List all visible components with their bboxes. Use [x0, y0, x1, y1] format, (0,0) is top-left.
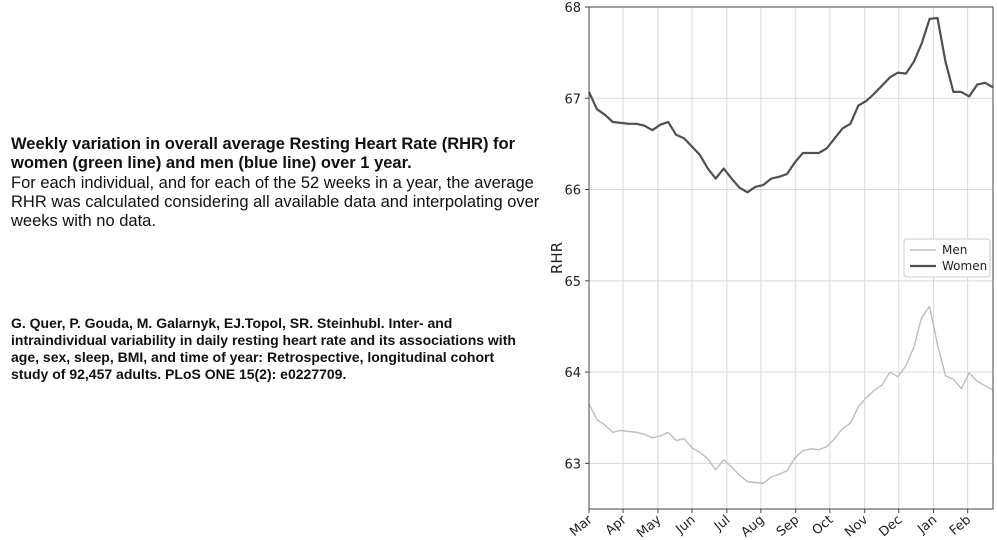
x-tick-label: Dec: [876, 513, 905, 540]
series-line-men: [588, 305, 994, 485]
y-tick-label: 64: [564, 366, 581, 381]
y-tick-label: 67: [564, 92, 581, 107]
x-tick-label: Nov: [842, 512, 871, 540]
x-tick-label: May: [634, 512, 664, 540]
x-tick-label: Mar: [567, 512, 596, 540]
y-tick-label: 63: [564, 457, 581, 472]
y-tick-label: 68: [564, 1, 581, 16]
legend-label-men: Men: [942, 243, 967, 257]
legend-box: [903, 238, 991, 278]
x-tick-label: Sep: [774, 513, 802, 540]
x-tick-label: Jan: [914, 513, 940, 538]
legend: Men Women: [903, 238, 991, 278]
x-tick-label: Oct: [810, 513, 837, 539]
caption-title: Weekly variation in overall average Rest…: [11, 135, 516, 172]
y-tick-label: 65: [564, 275, 581, 290]
legend-label-women: Women: [942, 259, 987, 273]
citation: G. Quer, P. Gouda, M. Galarnyk, EJ.Topol…: [11, 315, 516, 382]
series-lines: [587, 16, 994, 485]
y-tick-label: 66: [564, 184, 581, 199]
series-line-women: [587, 16, 994, 194]
x-tick-label: Jun: [673, 513, 699, 538]
caption: Weekly variation in overall average Rest…: [11, 135, 541, 231]
x-tick-label: Aug: [738, 513, 767, 540]
x-tick-label: Apr: [603, 512, 630, 538]
x-tick-label: Feb: [947, 513, 974, 539]
plot-frame: [588, 6, 994, 510]
y-axis-label: RHR: [548, 242, 566, 274]
x-tick-label: Jul: [711, 513, 733, 535]
caption-body: For each individual, and for each of the…: [11, 174, 540, 230]
